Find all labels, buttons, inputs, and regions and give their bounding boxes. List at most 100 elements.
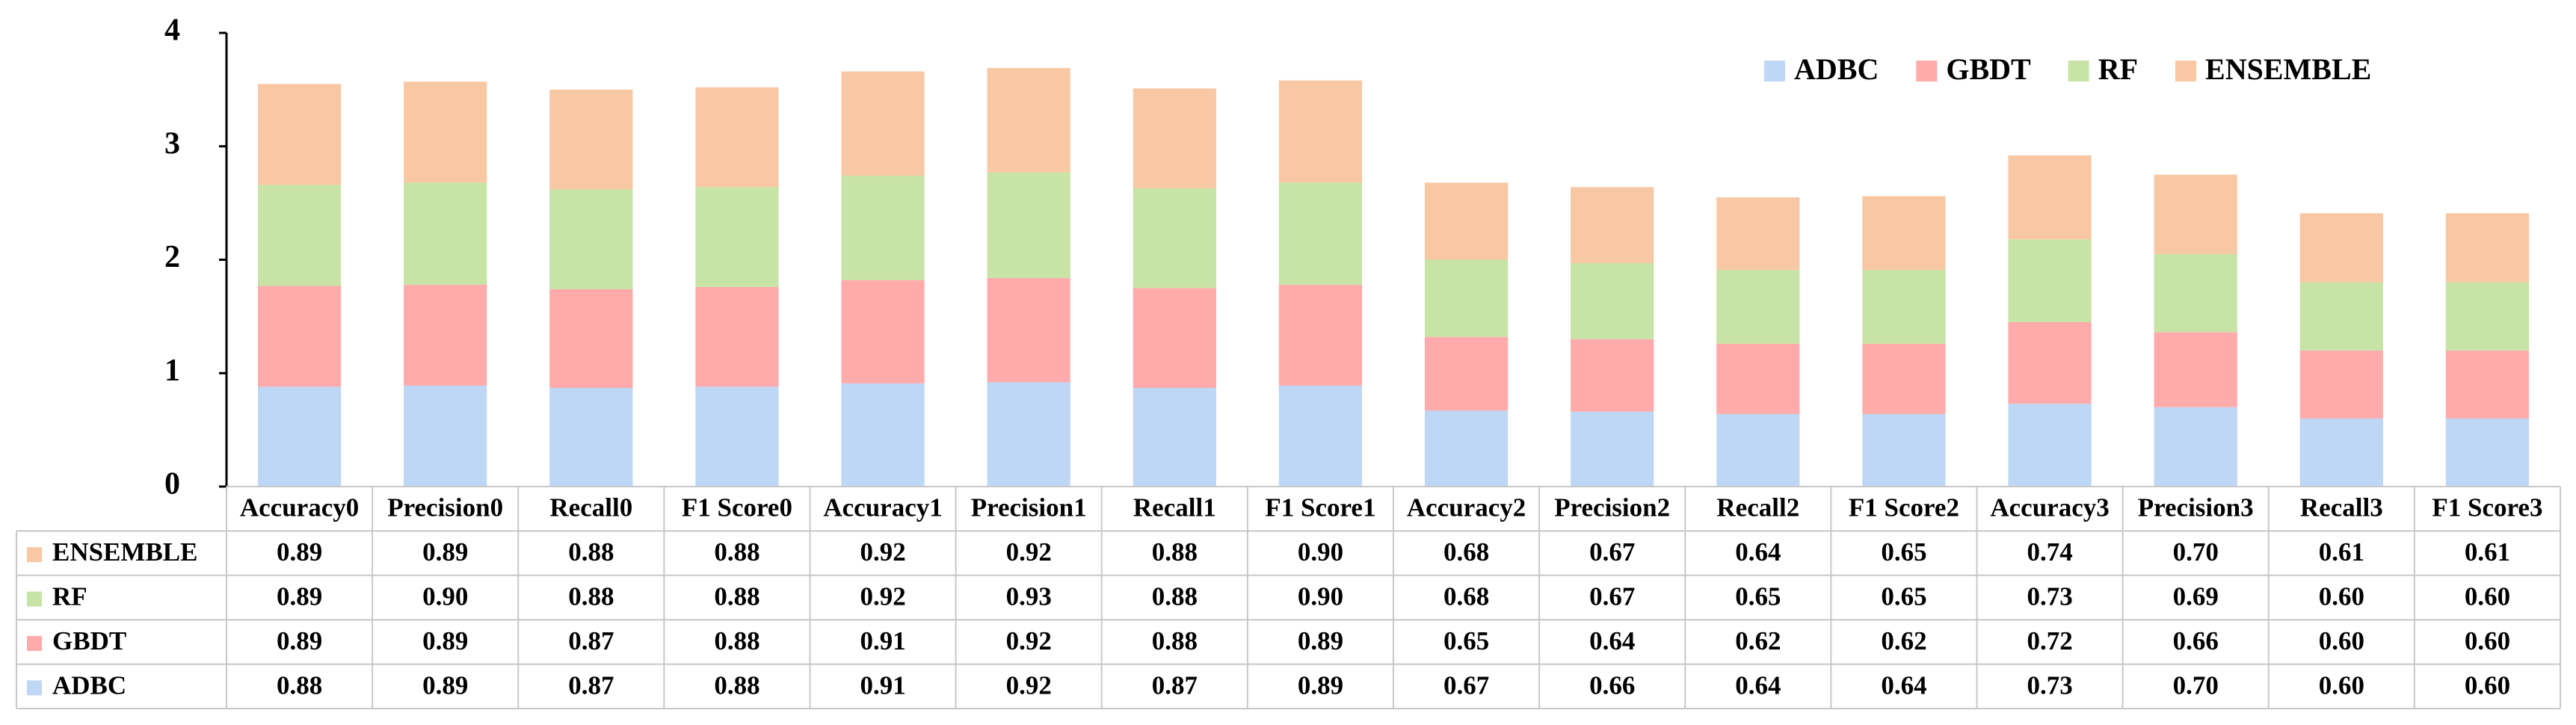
bar-segment bbox=[2154, 332, 2237, 407]
table-legend-key bbox=[27, 547, 42, 563]
legend-label: RF bbox=[2098, 52, 2138, 86]
x-tick-label: Precision3 bbox=[2138, 493, 2254, 522]
table-cell: 0.67 bbox=[1443, 670, 1489, 700]
table-cell: 0.92 bbox=[1006, 670, 1052, 700]
x-tick-label: Accuracy1 bbox=[823, 493, 942, 522]
table-cell: 0.67 bbox=[1589, 582, 1635, 611]
legend-key bbox=[1764, 61, 1785, 81]
table-cell: 0.88 bbox=[1152, 537, 1198, 567]
bar-segment bbox=[2154, 407, 2237, 487]
x-tick-label: Recall2 bbox=[1716, 493, 1799, 522]
table-cell: 0.65 bbox=[1881, 582, 1926, 611]
bar-segment bbox=[549, 189, 633, 289]
legend-key bbox=[1916, 61, 1938, 81]
bar-segment bbox=[987, 277, 1070, 383]
bar-segment bbox=[1862, 270, 1946, 344]
bar-segment bbox=[1862, 343, 1946, 414]
table-cell: 0.60 bbox=[2319, 582, 2364, 611]
table-cell: 0.88 bbox=[714, 670, 759, 700]
bar-segment bbox=[2445, 350, 2530, 419]
bar-segment bbox=[1862, 196, 1946, 271]
y-tick-label: 4 bbox=[164, 13, 180, 48]
bar-segment bbox=[549, 289, 633, 388]
bar-segment bbox=[404, 284, 487, 386]
table-cell: 0.66 bbox=[2173, 626, 2219, 655]
table-row-label: ENSEMBLE bbox=[52, 537, 198, 567]
table-cell: 0.64 bbox=[1589, 626, 1635, 655]
table-cell: 0.88 bbox=[568, 582, 614, 611]
bar-segment bbox=[1424, 182, 1509, 260]
bar-segment bbox=[549, 89, 633, 190]
x-tick-label: Recall1 bbox=[1133, 493, 1216, 522]
x-tick-label: Recall3 bbox=[2300, 493, 2383, 522]
bar-segment bbox=[1716, 343, 1800, 414]
bar-segment bbox=[2299, 282, 2383, 351]
table-cell: 0.61 bbox=[2465, 537, 2510, 567]
table-cell: 0.92 bbox=[1006, 537, 1052, 567]
bar-segment bbox=[695, 187, 779, 287]
table-cell: 0.88 bbox=[714, 582, 759, 611]
bar-segment bbox=[1571, 263, 1654, 339]
table-cell: 0.62 bbox=[1735, 626, 1781, 655]
x-tick-label: F1 Score2 bbox=[1849, 493, 1959, 522]
table-cell: 0.64 bbox=[1735, 537, 1781, 567]
bar-segment bbox=[2299, 418, 2383, 487]
table-cell: 0.88 bbox=[714, 626, 759, 655]
table-cell: 0.91 bbox=[860, 626, 905, 655]
legend-label: GBDT bbox=[1946, 52, 2031, 86]
bar-segment bbox=[987, 172, 1070, 278]
bar-segment bbox=[404, 385, 487, 487]
x-tick-label: Precision0 bbox=[387, 493, 503, 522]
table-cell: 0.69 bbox=[2173, 582, 2219, 611]
table-cell: 0.60 bbox=[2319, 670, 2364, 700]
table-cell: 0.68 bbox=[1443, 537, 1489, 567]
bar-segment bbox=[1424, 259, 1509, 337]
table-cell: 0.64 bbox=[1735, 670, 1781, 700]
bar-segment bbox=[1862, 413, 1946, 487]
bar-segment bbox=[1571, 411, 1654, 487]
x-tick-label: Accuracy0 bbox=[240, 493, 359, 522]
bar-segment bbox=[2008, 321, 2092, 404]
bar-segment bbox=[987, 382, 1070, 487]
table-cell: 0.60 bbox=[2465, 670, 2510, 700]
table-cell: 0.62 bbox=[1881, 626, 1926, 655]
bar-segment bbox=[257, 286, 342, 387]
bar-segment bbox=[1571, 339, 1654, 412]
x-tick-label: Accuracy3 bbox=[1990, 493, 2109, 522]
table-cell: 0.65 bbox=[1735, 582, 1781, 611]
bar-segment bbox=[1133, 387, 1216, 487]
legend-label: ADBC bbox=[1794, 52, 1879, 86]
table-cell: 0.88 bbox=[568, 537, 614, 567]
bar-segment bbox=[2445, 213, 2530, 283]
y-tick-label: 1 bbox=[164, 354, 180, 388]
y-tick-label: 0 bbox=[164, 467, 180, 502]
bar-segment bbox=[2445, 282, 2530, 351]
bar-segment bbox=[2445, 418, 2530, 487]
bar-segment bbox=[695, 286, 779, 387]
table-row-label: ADBC bbox=[52, 670, 126, 700]
table-cell: 0.65 bbox=[1881, 537, 1926, 567]
table-cell: 0.72 bbox=[2027, 626, 2072, 655]
bar-segment bbox=[257, 185, 342, 286]
table-cell: 0.61 bbox=[2319, 537, 2364, 567]
table-cell: 0.89 bbox=[422, 670, 468, 700]
table-cell: 0.89 bbox=[1298, 626, 1343, 655]
table-cell: 0.92 bbox=[860, 582, 905, 611]
table-cell: 0.92 bbox=[860, 537, 905, 567]
bar-segment bbox=[841, 71, 925, 176]
table-row-label: RF bbox=[52, 582, 87, 611]
x-tick-label: Accuracy2 bbox=[1407, 493, 1526, 522]
table-cell: 0.70 bbox=[2173, 670, 2219, 700]
bar-segment bbox=[1278, 385, 1363, 487]
table-cell: 0.87 bbox=[568, 670, 614, 700]
table-cell: 0.89 bbox=[277, 537, 322, 567]
legend-key bbox=[2175, 61, 2197, 81]
table-legend-key bbox=[27, 635, 42, 651]
x-tick-label: Precision1 bbox=[971, 493, 1087, 522]
bar-segment bbox=[1716, 270, 1800, 344]
bar-segment bbox=[257, 386, 342, 487]
bar-segment bbox=[1278, 80, 1363, 183]
bar-segment bbox=[2154, 253, 2237, 333]
table-cell: 0.89 bbox=[422, 537, 468, 567]
